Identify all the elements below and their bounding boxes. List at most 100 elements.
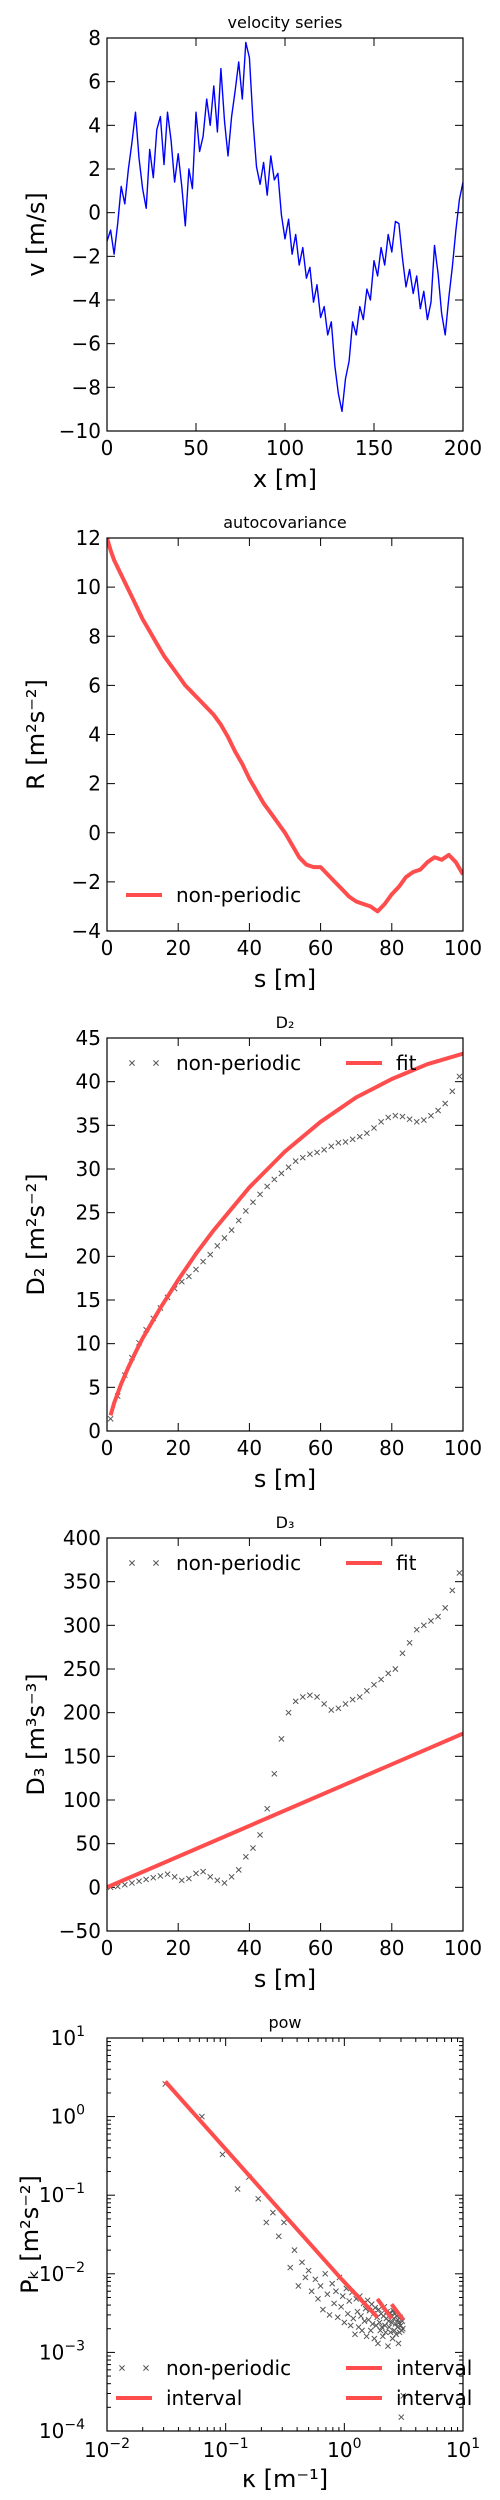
series-line-4	[375, 2297, 394, 2320]
data-point	[271, 1176, 278, 1183]
data-point	[372, 2304, 379, 2311]
y-tick-label: 10	[76, 1332, 101, 1356]
y-tick-label: −6	[72, 332, 101, 356]
data-point	[302, 2274, 309, 2281]
legend-marker	[129, 1060, 135, 1066]
marker-series-1	[107, 1073, 463, 1422]
data-point	[299, 2259, 305, 2266]
data-point	[400, 2392, 407, 2399]
y-tick-label: −2	[72, 244, 101, 268]
data-point	[420, 1622, 427, 1629]
data-point	[398, 2414, 405, 2421]
y-tick-exponent: −2	[64, 2260, 85, 2276]
data-point	[334, 2314, 341, 2321]
y-tick-label: 0	[88, 1875, 101, 1899]
data-point	[292, 1698, 299, 1705]
y-axis-label: D₂ [m²s⁻²]	[22, 1173, 50, 1295]
x-tick-label: 60	[308, 1936, 333, 1960]
data-point	[321, 1146, 328, 1153]
x-tick-label: 80	[379, 1436, 404, 1460]
legend-marker	[153, 1560, 159, 1566]
data-point	[242, 1853, 249, 1860]
y-tick-label: 5	[88, 1375, 101, 1399]
y-tick-label: 10−4	[39, 2417, 85, 2443]
data-point	[398, 2327, 405, 2334]
data-point	[356, 1693, 363, 1700]
data-point	[278, 1170, 285, 1177]
x-tick-label: 101	[446, 2436, 480, 2462]
y-tick-label: 0	[88, 1419, 101, 1443]
data-point	[392, 2321, 399, 2327]
legend: non-periodic	[126, 883, 301, 907]
data-point	[456, 1073, 463, 1080]
data-point	[312, 2276, 319, 2283]
x-tick-label: 40	[237, 936, 262, 960]
series-line-1	[107, 538, 463, 914]
data-point	[193, 1266, 199, 1273]
data-point	[397, 2322, 404, 2329]
data-point	[228, 1227, 235, 1234]
legend-marker	[129, 1560, 135, 1566]
data-point	[420, 1117, 427, 1124]
data-point	[384, 2343, 391, 2350]
y-tick-label: 8	[88, 624, 101, 648]
data-point	[359, 2327, 365, 2334]
x-tick-label: 10−2	[84, 2436, 130, 2462]
data-point	[242, 1207, 249, 1214]
data-point	[379, 2333, 386, 2340]
legend-label: fit	[396, 1551, 417, 1575]
data-point	[308, 2288, 315, 2295]
y-axis-label: v [m/s]	[22, 192, 50, 277]
y-tick-exponent: −1	[64, 2181, 85, 2197]
legend-marker	[143, 2365, 149, 2371]
y-tick-label: 4	[88, 113, 101, 137]
data-point	[349, 1696, 356, 1703]
axes-frame	[106, 537, 464, 932]
chart-panel-3: D₂ 0 20 40 60 80 100 0 5 10 15 20 25 30 35 40 45 s [m] D₂ …	[22, 1013, 482, 1493]
data-point	[392, 1666, 399, 1672]
data-point	[371, 1681, 377, 1688]
data-point	[214, 1877, 221, 1884]
legend-label: non-periodic	[176, 883, 301, 907]
y-tick-label: 300	[63, 1613, 101, 1637]
data-point	[214, 1242, 221, 1249]
data-point	[338, 2303, 345, 2310]
plot-area	[107, 1051, 463, 1422]
data-point	[235, 1866, 242, 1873]
data-point	[394, 2324, 401, 2331]
x-tick-label: 0	[101, 1436, 114, 1460]
y-tick-label: 10−3	[39, 2338, 85, 2364]
y-tick-label: 6	[88, 673, 101, 697]
y-tick-label: 50	[76, 1832, 101, 1856]
data-point	[221, 1880, 228, 1886]
legend-marker	[153, 1060, 159, 1066]
y-tick-label: 20	[76, 1244, 101, 1268]
y-tick-label: −50	[59, 1919, 101, 1943]
data-point	[328, 1143, 335, 1150]
y-tick-exponent: 0	[76, 2103, 85, 2119]
y-tick-label: 6	[88, 70, 101, 94]
data-point	[342, 1700, 349, 1707]
data-point	[285, 1709, 292, 1716]
data-point	[342, 1138, 349, 1145]
data-point	[378, 1676, 385, 1683]
data-point	[435, 1107, 442, 1114]
y-axis-label: Pₖ [m²s⁻²]	[16, 2175, 44, 2294]
data-point	[389, 2335, 396, 2342]
data-point	[388, 2319, 395, 2326]
data-point	[399, 1113, 406, 1120]
x-axis-label: x [m]	[253, 465, 317, 493]
axes-frame	[106, 2037, 464, 2432]
data-point	[442, 1100, 449, 1107]
axes-frame	[106, 1037, 464, 1432]
data-point	[413, 1118, 420, 1125]
data-point	[335, 1705, 342, 1712]
data-point	[371, 2335, 378, 2342]
data-point	[250, 1199, 256, 1206]
data-point	[287, 2264, 294, 2271]
data-point	[278, 1735, 285, 1742]
y-axis-label: D₃ [m³s⁻³]	[22, 1673, 50, 1795]
y-tick-label: 2	[88, 157, 101, 181]
x-tick-label: 60	[308, 1436, 333, 1460]
